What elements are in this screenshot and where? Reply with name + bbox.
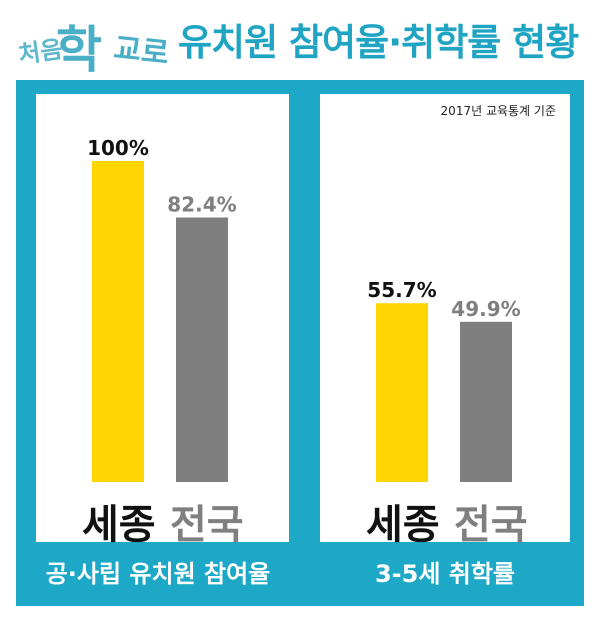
category-label-national: 전국 (170, 502, 244, 548)
category-label-sejong: 세종 (82, 502, 156, 548)
value-label-sejong: 100% (87, 136, 149, 160)
chart-panel-enrollment: 2017년 교육통계 기준 (320, 94, 570, 542)
chart-panel-participation (36, 94, 289, 542)
logo: 처음 학 교로 (17, 8, 176, 79)
source-note: 2017년 교육통계 기준 (440, 104, 556, 118)
page-title: 유치원 참여율·취학률 현황 (178, 21, 579, 64)
category-label-sejong: 세종 (366, 502, 440, 548)
bar-national (460, 321, 512, 482)
bar-sejong (376, 303, 428, 482)
bar-sejong (92, 161, 144, 482)
header: 처음 학 교로 유치원 참여율·취학률 현황 (0, 0, 600, 79)
chart-caption-participation: 공·사립 유치원 참여율 (45, 560, 271, 588)
value-label-national: 82.4% (167, 192, 236, 216)
value-label-sejong: 55.7% (367, 278, 436, 302)
category-label-national: 전국 (454, 502, 528, 548)
logo-word-2: 학 (56, 21, 102, 79)
chart-caption-enrollment: 3-5세 취학률 (374, 560, 516, 588)
bar-national (176, 217, 228, 482)
value-label-national: 49.9% (451, 297, 520, 321)
